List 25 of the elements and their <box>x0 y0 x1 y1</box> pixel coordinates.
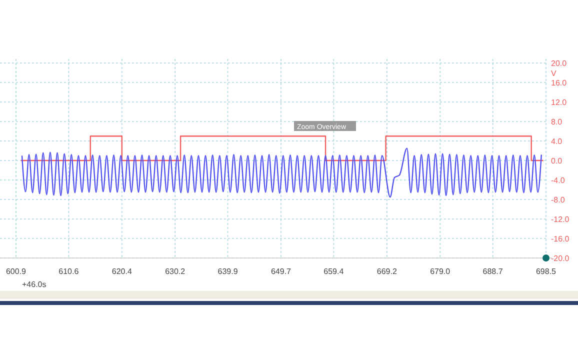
y-axis-title: V <box>551 69 557 78</box>
x-tick-label: 698.5 <box>536 267 557 276</box>
x-tick-label: 620.4 <box>112 267 132 276</box>
y-tick-label: -20.0 <box>551 254 570 263</box>
y-tick-label: -12.0 <box>551 215 570 224</box>
y-tick-label: 8.0 <box>551 118 563 126</box>
y-tick-label: 16.0 <box>551 78 568 88</box>
y-tick-label: -4.0 <box>551 176 566 185</box>
x-tick-label: 688.7 <box>482 267 504 276</box>
x-tick-label: 630.2 <box>165 267 186 276</box>
text: +46.0s <box>22 280 46 289</box>
x-tick-label: 649.7 <box>270 267 292 276</box>
x-tick-label: 679.0 <box>430 267 451 276</box>
x-tick-label: 659.4 <box>324 267 344 276</box>
x-tick-label: 639.9 <box>218 267 238 276</box>
x-tick-label: 669.2 <box>376 267 398 276</box>
y-tick-label: 20.0 <box>551 59 568 68</box>
y-tick-label: -8.0 <box>551 196 566 204</box>
y-tick-label: 4.0 <box>551 137 563 146</box>
y-tick-label: 0.0 <box>551 156 563 166</box>
y-tick-label: 12.0 <box>551 98 568 107</box>
x-tick-label: 600.9 <box>6 267 27 276</box>
x-tick-label: 610.6 <box>58 267 80 276</box>
line-series <box>21 148 542 198</box>
y-tick-label: -16.0 <box>551 234 570 244</box>
